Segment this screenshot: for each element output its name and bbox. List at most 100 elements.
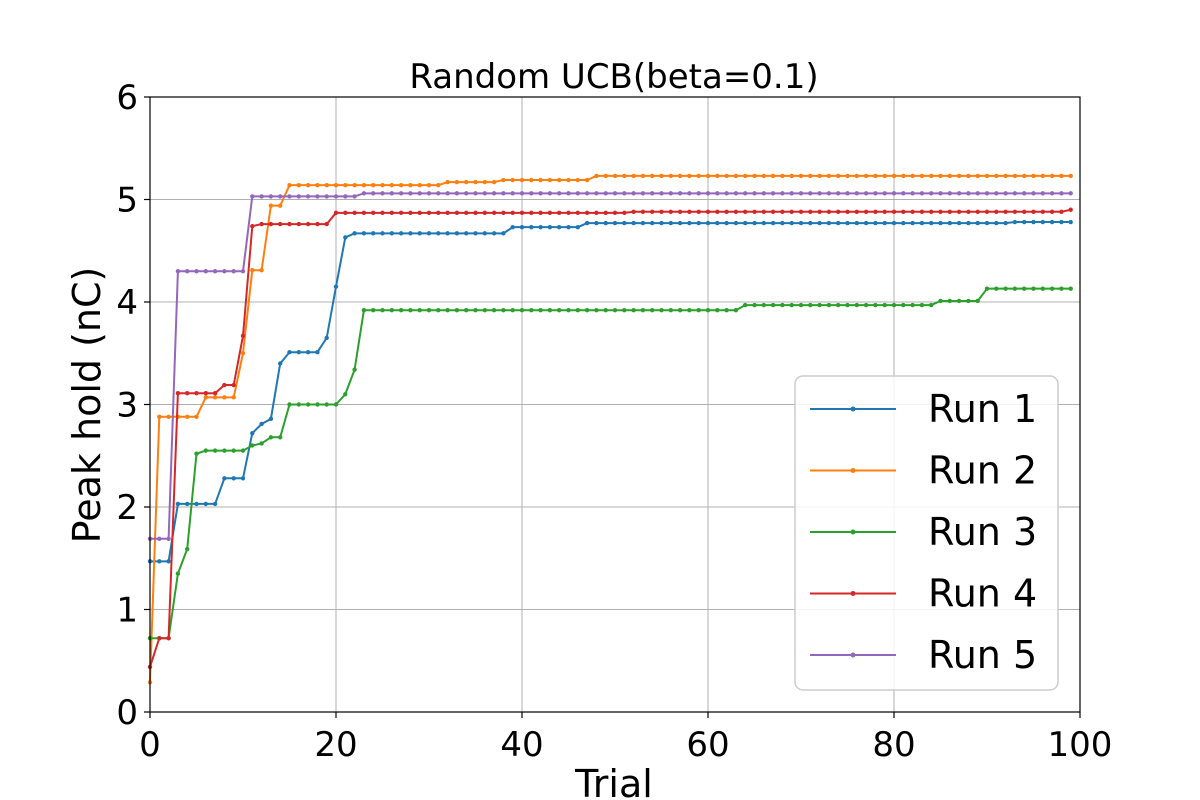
data-point [882, 191, 887, 196]
x-tick-label: 0 [139, 725, 161, 765]
data-point [705, 191, 711, 196]
data-point [919, 302, 925, 308]
data-point [882, 220, 887, 226]
data-point [1031, 191, 1036, 196]
data-point [1021, 219, 1027, 225]
data-point [296, 194, 301, 199]
data-point [863, 220, 869, 226]
data-point [891, 173, 897, 179]
data-point [268, 194, 274, 199]
data-point [175, 501, 181, 507]
data-point [371, 182, 376, 188]
data-point [761, 302, 766, 308]
data-point [361, 191, 367, 196]
data-point [947, 209, 952, 214]
data-point [947, 191, 952, 196]
data-point [910, 209, 915, 214]
data-point [240, 269, 246, 274]
data-point [677, 191, 683, 196]
series-2 [147, 173, 1073, 685]
data-point [175, 391, 181, 396]
data-point [863, 302, 869, 308]
data-point [194, 391, 199, 396]
data-point [268, 203, 274, 208]
data-point [966, 209, 971, 214]
data-point [445, 179, 450, 185]
data-point [315, 194, 320, 199]
data-point [333, 210, 339, 216]
data-point [1068, 286, 1073, 291]
data-point [1012, 209, 1018, 214]
chart-title: Random UCB(beta=0.1) [409, 57, 818, 97]
data-point [417, 308, 422, 313]
series-group [147, 173, 1073, 685]
data-point [333, 182, 339, 188]
data-point [510, 308, 515, 313]
data-point [566, 224, 571, 230]
data-point [984, 209, 990, 214]
data-point [975, 298, 980, 304]
data-point [352, 194, 357, 199]
data-point [436, 191, 441, 196]
data-point [491, 231, 497, 236]
data-point [901, 220, 906, 226]
data-point [482, 191, 487, 196]
data-point [612, 308, 618, 313]
data-point [659, 308, 664, 313]
data-point [640, 173, 646, 179]
data-point [687, 173, 692, 179]
data-point [166, 636, 171, 641]
data-point [631, 220, 636, 226]
data-point [817, 302, 822, 308]
data-point [1049, 286, 1055, 291]
data-point [891, 220, 897, 226]
data-point [705, 308, 711, 313]
data-point [901, 173, 906, 179]
data-point [240, 448, 246, 453]
data-point [1059, 173, 1064, 179]
data-point [491, 179, 497, 185]
data-point [268, 221, 274, 227]
data-point [780, 191, 785, 196]
data-point [547, 224, 553, 230]
data-point [696, 191, 701, 196]
data-point [185, 391, 190, 396]
data-point [938, 298, 943, 304]
data-point [1040, 191, 1046, 196]
data-point [752, 209, 757, 214]
data-point [510, 224, 515, 230]
y-tick-label: 0 [116, 693, 138, 733]
y-tick-label: 4 [116, 283, 138, 323]
data-point [315, 182, 320, 188]
data-point [529, 308, 534, 313]
data-point [984, 173, 990, 179]
data-point [752, 173, 757, 179]
data-point [668, 308, 673, 313]
data-point [203, 391, 208, 396]
data-point [1068, 191, 1073, 196]
data-point [1040, 209, 1046, 214]
data-point [212, 448, 218, 453]
data-point [259, 441, 264, 446]
data-point [1059, 191, 1064, 196]
data-point [464, 210, 469, 216]
data-point [696, 209, 701, 214]
data-point [222, 269, 227, 274]
data-point [352, 210, 357, 216]
data-point [1031, 209, 1036, 214]
data-point [715, 308, 720, 313]
data-point [278, 361, 283, 366]
series-3 [147, 286, 1073, 641]
data-point [436, 308, 441, 313]
data-point [1068, 207, 1073, 212]
data-point [278, 435, 283, 440]
data-point [584, 220, 590, 226]
data-point [287, 182, 292, 188]
data-point [389, 231, 394, 236]
data-point [352, 182, 357, 188]
data-point [938, 209, 943, 214]
data-point [1021, 286, 1027, 291]
data-point [566, 308, 571, 313]
data-point [798, 173, 804, 179]
data-point [398, 308, 404, 313]
